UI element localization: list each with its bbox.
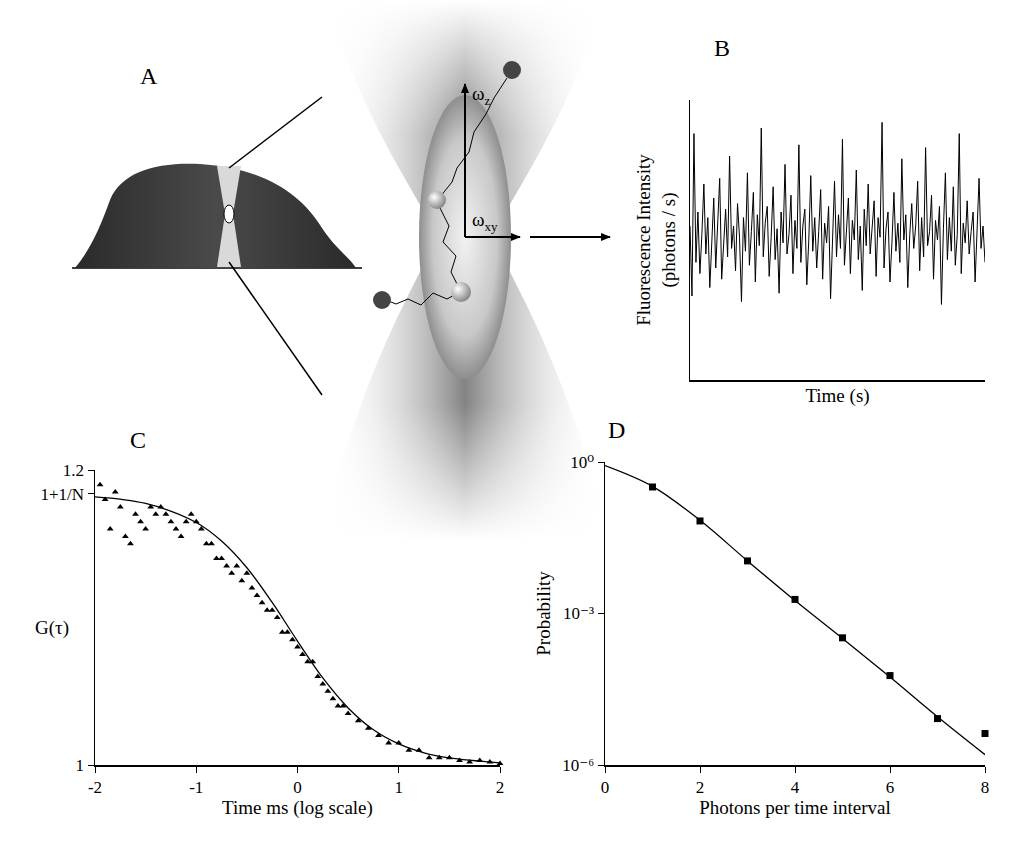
svg-text:8: 8 bbox=[981, 778, 990, 797]
svg-text:Photons per time interval: Photons per time interval bbox=[699, 797, 891, 818]
svg-text:-2: -2 bbox=[88, 778, 102, 797]
svg-text:0: 0 bbox=[293, 778, 302, 797]
svg-text:1: 1 bbox=[76, 756, 85, 775]
svg-text:1+1/N: 1+1/N bbox=[41, 485, 85, 504]
svg-text:A: A bbox=[140, 63, 158, 89]
svg-text:B: B bbox=[714, 35, 730, 61]
svg-text:Time ms (log scale): Time ms (log scale) bbox=[222, 797, 373, 819]
svg-text:0: 0 bbox=[601, 778, 610, 797]
svg-text:D: D bbox=[608, 417, 625, 443]
svg-text:2: 2 bbox=[496, 778, 505, 797]
svg-text:1.2: 1.2 bbox=[63, 461, 84, 480]
svg-text:4: 4 bbox=[791, 778, 800, 797]
svg-text:6: 6 bbox=[886, 778, 895, 797]
svg-text:G(τ): G(τ) bbox=[35, 617, 69, 639]
svg-text:Fluorescence Intensity(photons: Fluorescence Intensity(photons / s) bbox=[633, 154, 680, 326]
svg-text:10⁻³: 10⁻³ bbox=[563, 604, 594, 623]
svg-text:ωz: ωz bbox=[472, 83, 491, 108]
svg-text:10⁻⁶: 10⁻⁶ bbox=[562, 756, 594, 775]
svg-text:Time (s): Time (s) bbox=[805, 385, 869, 407]
svg-text:2: 2 bbox=[696, 778, 705, 797]
svg-text:10⁰: 10⁰ bbox=[570, 453, 594, 472]
svg-text:C: C bbox=[130, 427, 146, 453]
svg-text:-1: -1 bbox=[189, 778, 203, 797]
svg-text:1: 1 bbox=[395, 778, 404, 797]
svg-text:Probability: Probability bbox=[533, 571, 554, 656]
svg-text:ωxy: ωxy bbox=[472, 209, 498, 234]
